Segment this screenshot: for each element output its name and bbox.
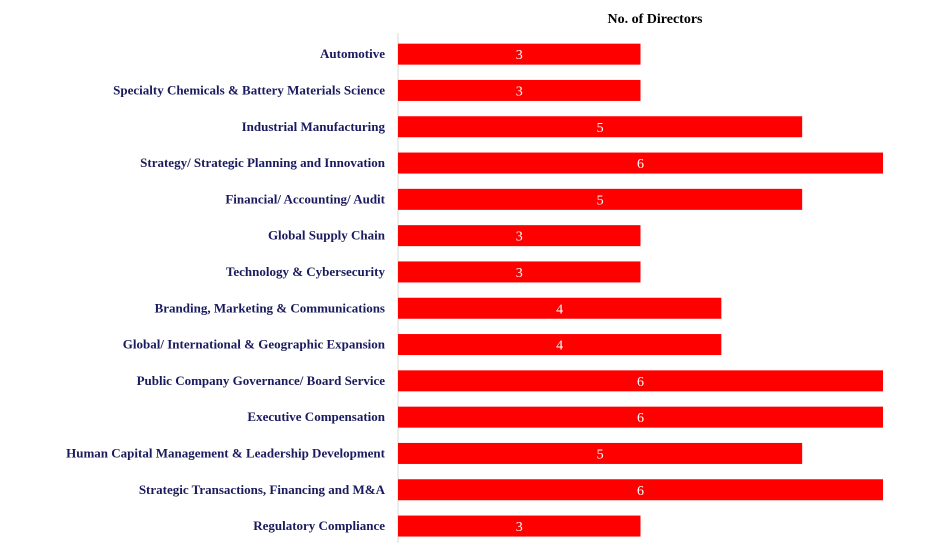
bar-value-label: 3 [516,266,523,281]
bar [398,261,641,283]
category-label: Industrial Manufacturing [242,119,386,134]
category-label: Global Supply Chain [268,228,386,243]
bar [398,43,641,65]
bar [398,406,883,428]
bar [398,370,883,392]
category-label: Branding, Marketing & Communications [155,300,385,315]
bar-value-label: 6 [637,484,644,499]
category-label: Global/ International & Geographic Expan… [123,337,386,352]
bar-value-label: 4 [556,339,563,354]
bar [398,225,641,247]
bar-value-label: 4 [556,302,563,317]
bar-value-label: 6 [637,411,644,426]
bar-value-label: 6 [637,375,644,390]
category-labels-group: Automotive Specialty Chemicals & Battery … [66,46,386,533]
category-label: Executive Compensation [247,409,385,424]
chart-title: No. of Directors [608,12,704,27]
bar [398,297,722,319]
category-label: Strategy/ Strategic Planning and Innovat… [140,155,386,170]
bar-value-label: 3 [516,520,523,535]
bar-value-label: 3 [516,230,523,245]
category-label: Regulatory Compliance [253,518,385,533]
bar [398,334,722,356]
category-label: Technology & Cybersecurity [226,264,386,279]
category-label: Strategic Transactions, Financing and M&… [139,482,386,497]
bar [398,442,803,464]
bar [398,188,803,210]
category-label: Public Company Governance/ Board Service [137,373,386,388]
category-label: Automotive [320,46,385,61]
bar [398,515,641,537]
bar [398,116,803,138]
category-label: Specialty Chemicals & Battery Materials … [113,82,385,97]
bar-value-label: 5 [597,121,604,136]
category-label: Financial/ Accounting/ Audit [225,191,385,206]
bar-value-label: 3 [516,84,523,99]
bar-value-label: 5 [597,447,604,462]
bar [398,479,883,501]
bar-value-label: 3 [516,48,523,63]
bar [398,152,883,174]
bar [398,79,641,101]
bar-value-label: 5 [597,193,604,208]
bars-group: 3 3 5 6 5 3 3 4 4 6 6 5 6 3 [398,43,883,537]
category-label: Human Capital Management & Leadership De… [66,445,386,460]
bar-value-label: 6 [637,157,644,172]
